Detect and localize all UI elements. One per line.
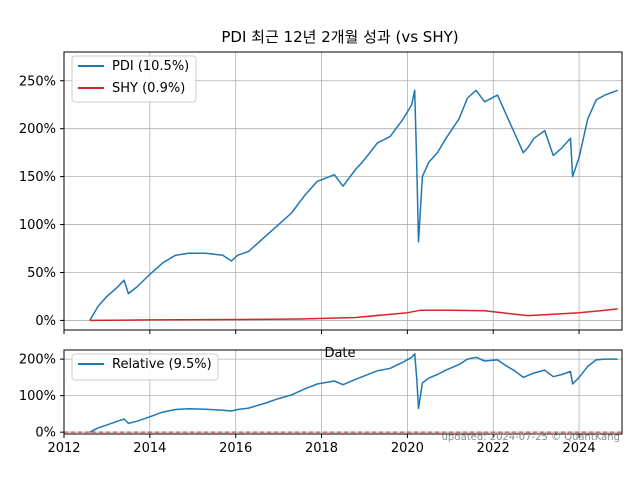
bottom-x-tick-label: 2024: [563, 441, 596, 456]
top-legend-box: [71, 55, 197, 103]
top-series-line-0: [89, 89, 618, 321]
bottom-y-tick-label: 200%: [19, 353, 56, 368]
bottom-series-lines: [64, 352, 622, 433]
top-axes-frame: [63, 51, 623, 331]
top-y-tick-label: 100%: [19, 218, 56, 233]
top-legend: PDI (10.5%) SHY (0.9%): [71, 55, 197, 103]
bottom-y-tick-label: 0%: [35, 426, 56, 441]
bottom-axis-ticks: 2012 2014 2016 2018 2020 2022 2024 0% 100% 200%: [19, 353, 596, 456]
top-y-tick-label: 200%: [19, 122, 56, 137]
bottom-axes-frame: [63, 349, 623, 435]
bottom-x-tick-label: 2018: [305, 441, 338, 456]
bottom-x-tick-label: 2016: [219, 441, 252, 456]
top-legend-label-0: PDI (10.5%): [112, 59, 189, 74]
top-series-line-1: [89, 308, 618, 322]
bottom-x-tick-label: 2022: [477, 441, 510, 456]
relative-panel: 2012 2014 2016 2018 2020 2022 2024 0% 100% 200% R…: [19, 349, 623, 456]
top-y-tick-label: 0%: [35, 314, 56, 329]
top-y-tick-label: 250%: [19, 74, 56, 89]
bottom-x-tick-label: 2014: [133, 441, 166, 456]
bottom-legend-label-0: Relative (9.5%): [112, 357, 212, 372]
chart-title: PDI 최근 12년 2개월 성과 (vs SHY): [221, 28, 458, 46]
bottom-x-tick-label: 2020: [391, 441, 424, 456]
top-legend-label-1: SHY (0.9%): [112, 81, 185, 96]
performance-panel: 0%50%100%150%200%250% Date PDI (10.5%)SH…: [19, 51, 623, 361]
top-grid: [64, 52, 622, 330]
footer-credit: updated: 2024-07-25 © QuantKang: [442, 432, 620, 443]
bottom-x-tick-label: 2012: [47, 441, 80, 456]
bottom-series-line-0: [89, 352, 618, 433]
top-y-tick-label: 50%: [27, 266, 56, 281]
top-y-tick-label: 150%: [19, 170, 56, 185]
top-axis-ticks: 0% 50% 100% 150% 200% 250%: [19, 74, 580, 334]
bottom-y-tick-label: 100%: [19, 389, 56, 404]
bottom-legend-box: [71, 353, 219, 381]
bottom-legend: Relative (9.5%): [71, 353, 219, 381]
top-series-lines: [89, 89, 618, 322]
